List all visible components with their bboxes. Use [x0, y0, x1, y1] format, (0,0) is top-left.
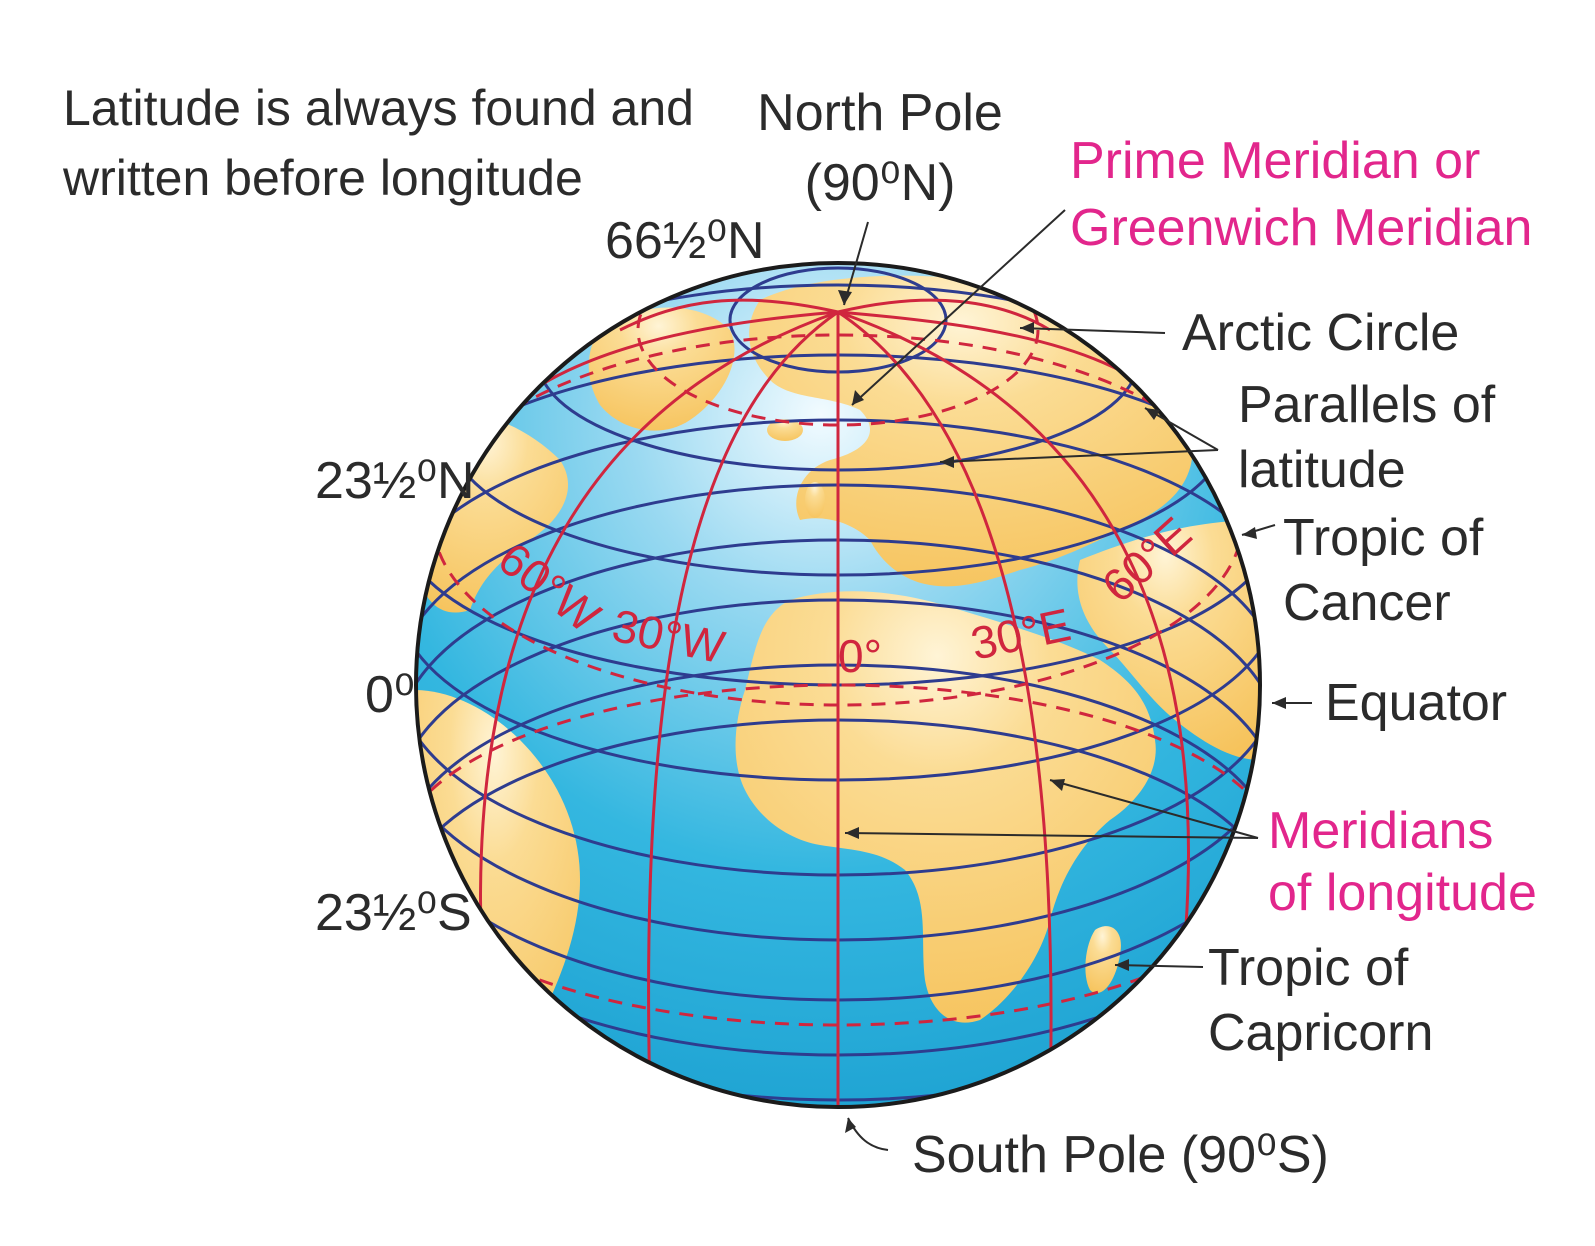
arrowhead — [845, 1118, 856, 1133]
meridian-line — [647, 310, 839, 1101]
leader-parallels-2 — [1144, 407, 1219, 451]
leader-meridians-1 — [1049, 779, 1259, 839]
labels: North Pole (90⁰N) Prime Meridian or Gree… — [315, 84, 1537, 1184]
label-parallels-1: Parallels of — [1238, 376, 1496, 434]
meridian-line — [837, 310, 1190, 1061]
label-tropic-capricorn-lat: 23½⁰S — [315, 884, 472, 942]
label-meridians-1: Meridians — [1268, 802, 1493, 860]
leader-meridians-2 — [844, 832, 1259, 839]
leader-south-pole — [847, 1117, 889, 1151]
meridian-line — [837, 298, 1051, 332]
label-equator-lat: 0⁰ — [365, 666, 415, 724]
arrowhead — [1272, 697, 1286, 709]
arrowhead — [1115, 959, 1129, 971]
note-line-1: Latitude is always found and — [63, 80, 694, 136]
note-line-2: written before longitude — [62, 150, 583, 206]
label-tropic-capricorn-2: Capricorn — [1208, 1004, 1433, 1062]
label-tropic-cancer-lat: 23½⁰N — [315, 452, 475, 510]
leader-prime-meridian — [851, 209, 1066, 406]
leader-lines — [843, 209, 1312, 1151]
meridian-line — [619, 298, 839, 332]
label-north-pole: North Pole — [757, 84, 1003, 142]
arrowhead — [940, 456, 954, 468]
label-arctic-circle: Arctic Circle — [1182, 304, 1459, 362]
label-south-pole: South Pole (90⁰S) — [912, 1126, 1329, 1184]
label-prime-meridian-1: Prime Meridian or — [1070, 132, 1480, 190]
arctic-circle-line — [636, 263, 1040, 427]
arrow-heads — [838, 290, 1286, 1133]
arrowhead — [852, 390, 864, 405]
note: Latitude is always found and written bef… — [62, 80, 694, 206]
globe-outline — [414, 261, 1262, 1109]
meridian-line — [837, 310, 1053, 1101]
leader-north-pole — [843, 221, 869, 306]
label-parallels-2: latitude — [1238, 441, 1406, 499]
label-meridians-2: of longitude — [1268, 864, 1537, 922]
label-tropic-cancer-1: Tropic of — [1283, 509, 1484, 567]
arrowhead — [1020, 322, 1034, 334]
arrowhead — [1242, 527, 1257, 539]
label-arctic-lat: 66½⁰N — [605, 212, 765, 270]
label-tropic-capricorn-1: Tropic of — [1208, 939, 1409, 997]
leader-arctic-circle — [1019, 327, 1166, 334]
arrowhead — [838, 290, 852, 305]
arrowhead — [1145, 408, 1160, 420]
leader-tropic-capricorn — [1114, 964, 1204, 968]
label-tropic-cancer-2: Cancer — [1283, 574, 1451, 632]
label-prime-meridian-2: Greenwich Meridian — [1070, 199, 1532, 257]
label-0: 0° — [838, 630, 882, 682]
land-uk — [805, 482, 825, 518]
arrowhead — [1050, 779, 1065, 791]
label-equator: Equator — [1325, 674, 1507, 732]
land-iceland — [767, 419, 803, 441]
label-north-pole-coord: (90⁰N) — [805, 154, 956, 212]
leader-parallels-1 — [939, 449, 1219, 463]
arrowhead — [845, 827, 859, 839]
